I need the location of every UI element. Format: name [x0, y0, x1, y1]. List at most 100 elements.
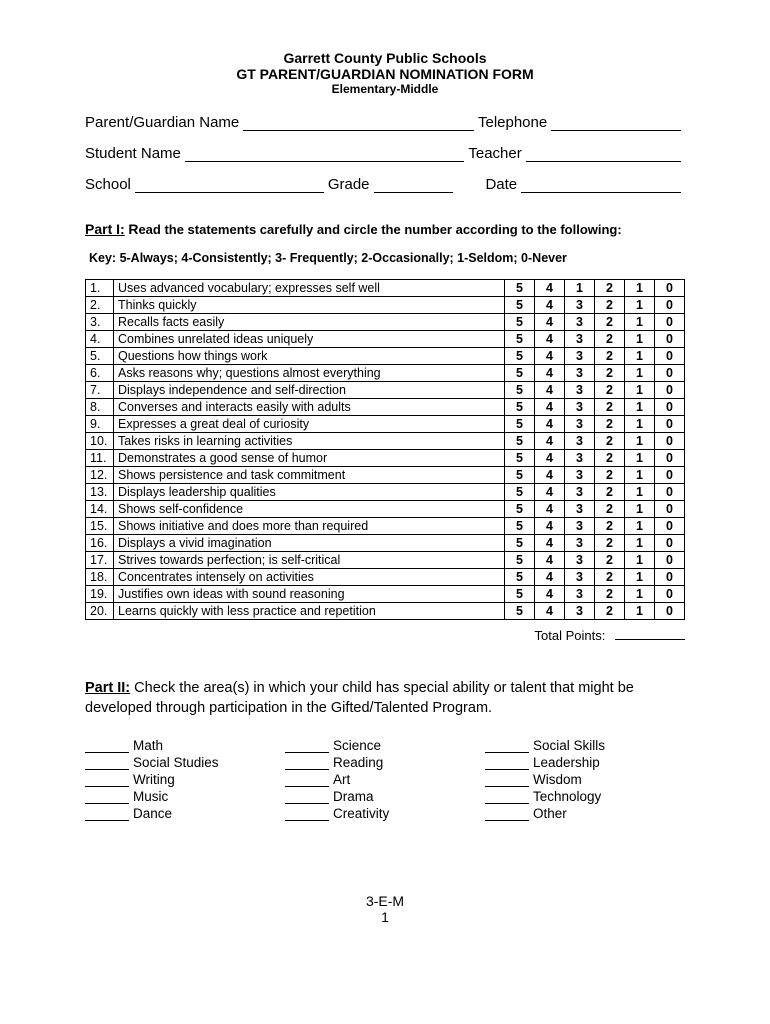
score-cell[interactable]: 5: [505, 569, 535, 586]
score-cell[interactable]: 3: [565, 382, 595, 399]
score-cell[interactable]: 2: [595, 416, 625, 433]
score-cell[interactable]: 2: [595, 501, 625, 518]
score-cell[interactable]: 0: [655, 603, 685, 620]
area-blank[interactable]: [285, 757, 329, 770]
score-cell[interactable]: 4: [535, 501, 565, 518]
score-cell[interactable]: 2: [595, 484, 625, 501]
score-cell[interactable]: 0: [655, 314, 685, 331]
score-cell[interactable]: 1: [625, 501, 655, 518]
score-cell[interactable]: 3: [565, 467, 595, 484]
area-blank[interactable]: [285, 808, 329, 821]
score-cell[interactable]: 0: [655, 280, 685, 297]
score-cell[interactable]: 3: [565, 297, 595, 314]
score-cell[interactable]: 5: [505, 297, 535, 314]
score-cell[interactable]: 3: [565, 433, 595, 450]
score-cell[interactable]: 5: [505, 348, 535, 365]
score-cell[interactable]: 2: [595, 433, 625, 450]
score-cell[interactable]: 5: [505, 467, 535, 484]
score-cell[interactable]: 0: [655, 365, 685, 382]
area-blank[interactable]: [285, 791, 329, 804]
area-blank[interactable]: [85, 791, 129, 804]
score-cell[interactable]: 0: [655, 484, 685, 501]
score-cell[interactable]: 1: [625, 467, 655, 484]
school-blank[interactable]: [135, 177, 324, 193]
score-cell[interactable]: 1: [625, 416, 655, 433]
score-cell[interactable]: 1: [565, 280, 595, 297]
score-cell[interactable]: 5: [505, 399, 535, 416]
score-cell[interactable]: 4: [535, 586, 565, 603]
score-cell[interactable]: 1: [625, 433, 655, 450]
score-cell[interactable]: 1: [625, 586, 655, 603]
score-cell[interactable]: 1: [625, 280, 655, 297]
score-cell[interactable]: 4: [535, 552, 565, 569]
score-cell[interactable]: 5: [505, 382, 535, 399]
score-cell[interactable]: 4: [535, 518, 565, 535]
score-cell[interactable]: 3: [565, 552, 595, 569]
score-cell[interactable]: 0: [655, 586, 685, 603]
date-blank[interactable]: [521, 177, 681, 193]
area-blank[interactable]: [485, 791, 529, 804]
score-cell[interactable]: 0: [655, 399, 685, 416]
area-blank[interactable]: [485, 774, 529, 787]
score-cell[interactable]: 0: [655, 416, 685, 433]
score-cell[interactable]: 1: [625, 552, 655, 569]
score-cell[interactable]: 5: [505, 433, 535, 450]
score-cell[interactable]: 2: [595, 280, 625, 297]
area-blank[interactable]: [485, 740, 529, 753]
score-cell[interactable]: 3: [565, 399, 595, 416]
score-cell[interactable]: 0: [655, 535, 685, 552]
score-cell[interactable]: 3: [565, 416, 595, 433]
score-cell[interactable]: 2: [595, 467, 625, 484]
score-cell[interactable]: 5: [505, 484, 535, 501]
score-cell[interactable]: 4: [535, 416, 565, 433]
score-cell[interactable]: 3: [565, 314, 595, 331]
score-cell[interactable]: 3: [565, 348, 595, 365]
score-cell[interactable]: 4: [535, 535, 565, 552]
telephone-blank[interactable]: [551, 115, 681, 131]
score-cell[interactable]: 2: [595, 450, 625, 467]
score-cell[interactable]: 0: [655, 331, 685, 348]
score-cell[interactable]: 2: [595, 348, 625, 365]
score-cell[interactable]: 0: [655, 450, 685, 467]
score-cell[interactable]: 1: [625, 314, 655, 331]
student-blank[interactable]: [185, 146, 464, 162]
score-cell[interactable]: 2: [595, 297, 625, 314]
score-cell[interactable]: 2: [595, 382, 625, 399]
score-cell[interactable]: 1: [625, 348, 655, 365]
score-cell[interactable]: 3: [565, 331, 595, 348]
score-cell[interactable]: 4: [535, 569, 565, 586]
score-cell[interactable]: 2: [595, 331, 625, 348]
area-blank[interactable]: [285, 774, 329, 787]
score-cell[interactable]: 5: [505, 280, 535, 297]
score-cell[interactable]: 5: [505, 535, 535, 552]
teacher-blank[interactable]: [526, 146, 681, 162]
score-cell[interactable]: 0: [655, 433, 685, 450]
score-cell[interactable]: 2: [595, 518, 625, 535]
score-cell[interactable]: 1: [625, 535, 655, 552]
area-blank[interactable]: [85, 808, 129, 821]
score-cell[interactable]: 5: [505, 586, 535, 603]
score-cell[interactable]: 4: [535, 603, 565, 620]
score-cell[interactable]: 1: [625, 518, 655, 535]
score-cell[interactable]: 2: [595, 535, 625, 552]
area-blank[interactable]: [85, 740, 129, 753]
score-cell[interactable]: 5: [505, 518, 535, 535]
score-cell[interactable]: 4: [535, 433, 565, 450]
score-cell[interactable]: 2: [595, 569, 625, 586]
area-blank[interactable]: [85, 757, 129, 770]
score-cell[interactable]: 5: [505, 603, 535, 620]
score-cell[interactable]: 4: [535, 467, 565, 484]
score-cell[interactable]: 5: [505, 365, 535, 382]
score-cell[interactable]: 3: [565, 535, 595, 552]
score-cell[interactable]: 5: [505, 450, 535, 467]
score-cell[interactable]: 1: [625, 331, 655, 348]
score-cell[interactable]: 1: [625, 603, 655, 620]
score-cell[interactable]: 5: [505, 552, 535, 569]
score-cell[interactable]: 4: [535, 348, 565, 365]
score-cell[interactable]: 3: [565, 518, 595, 535]
score-cell[interactable]: 0: [655, 382, 685, 399]
area-blank[interactable]: [285, 740, 329, 753]
score-cell[interactable]: 2: [595, 365, 625, 382]
score-cell[interactable]: 2: [595, 603, 625, 620]
score-cell[interactable]: 1: [625, 365, 655, 382]
